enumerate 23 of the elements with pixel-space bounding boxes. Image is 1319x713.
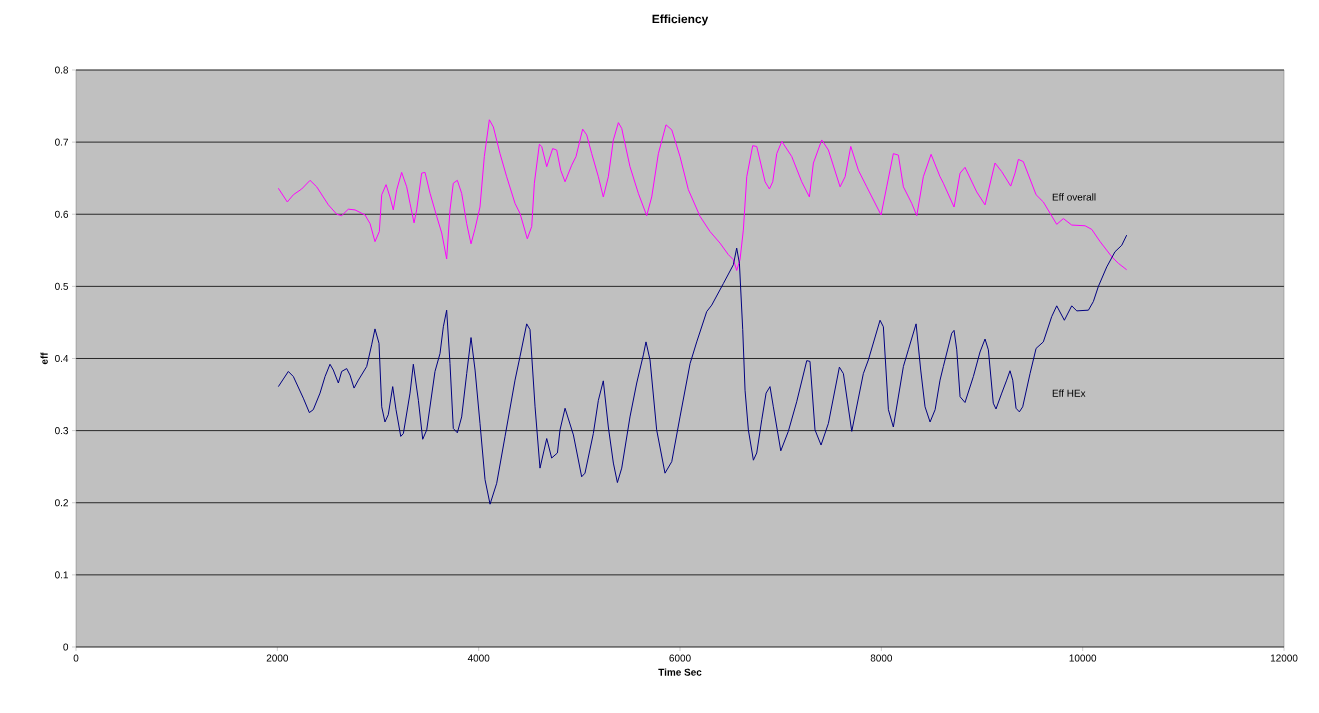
x-tick-label: 10000 [1069, 654, 1097, 662]
x-tick-label: 4000 [467, 654, 490, 662]
y-tick-label: 0.8 [55, 66, 69, 74]
y-tick-label: 0 [63, 643, 69, 651]
x-tick-label: 2000 [266, 654, 289, 662]
text: Eff HEx [1052, 389, 1086, 397]
x-tick-label: 12000 [1270, 654, 1298, 662]
y-tick-label: 0.1 [55, 571, 68, 579]
x-tick-label: 8000 [870, 654, 893, 662]
y-tick-label: 0.2 [55, 499, 68, 507]
y-tick-label: 0.6 [55, 210, 69, 218]
line-series [277, 119, 1128, 271]
y-axis-title: eff [40, 352, 48, 365]
line-series [277, 234, 1128, 505]
y-tick-label: 0.3 [55, 427, 69, 435]
x-tick-label: 0 [73, 654, 79, 662]
y-tick-label: 0.7 [55, 138, 68, 146]
x-axis-title: Time Sec [658, 668, 702, 676]
chart-title: Efficiency [652, 14, 709, 26]
x-tick-label: 6000 [669, 654, 691, 662]
y-tick-label: 0.5 [55, 282, 69, 290]
series-label: Eff overall [1052, 193, 1096, 201]
y-tick-label: 0.4 [55, 354, 69, 363]
